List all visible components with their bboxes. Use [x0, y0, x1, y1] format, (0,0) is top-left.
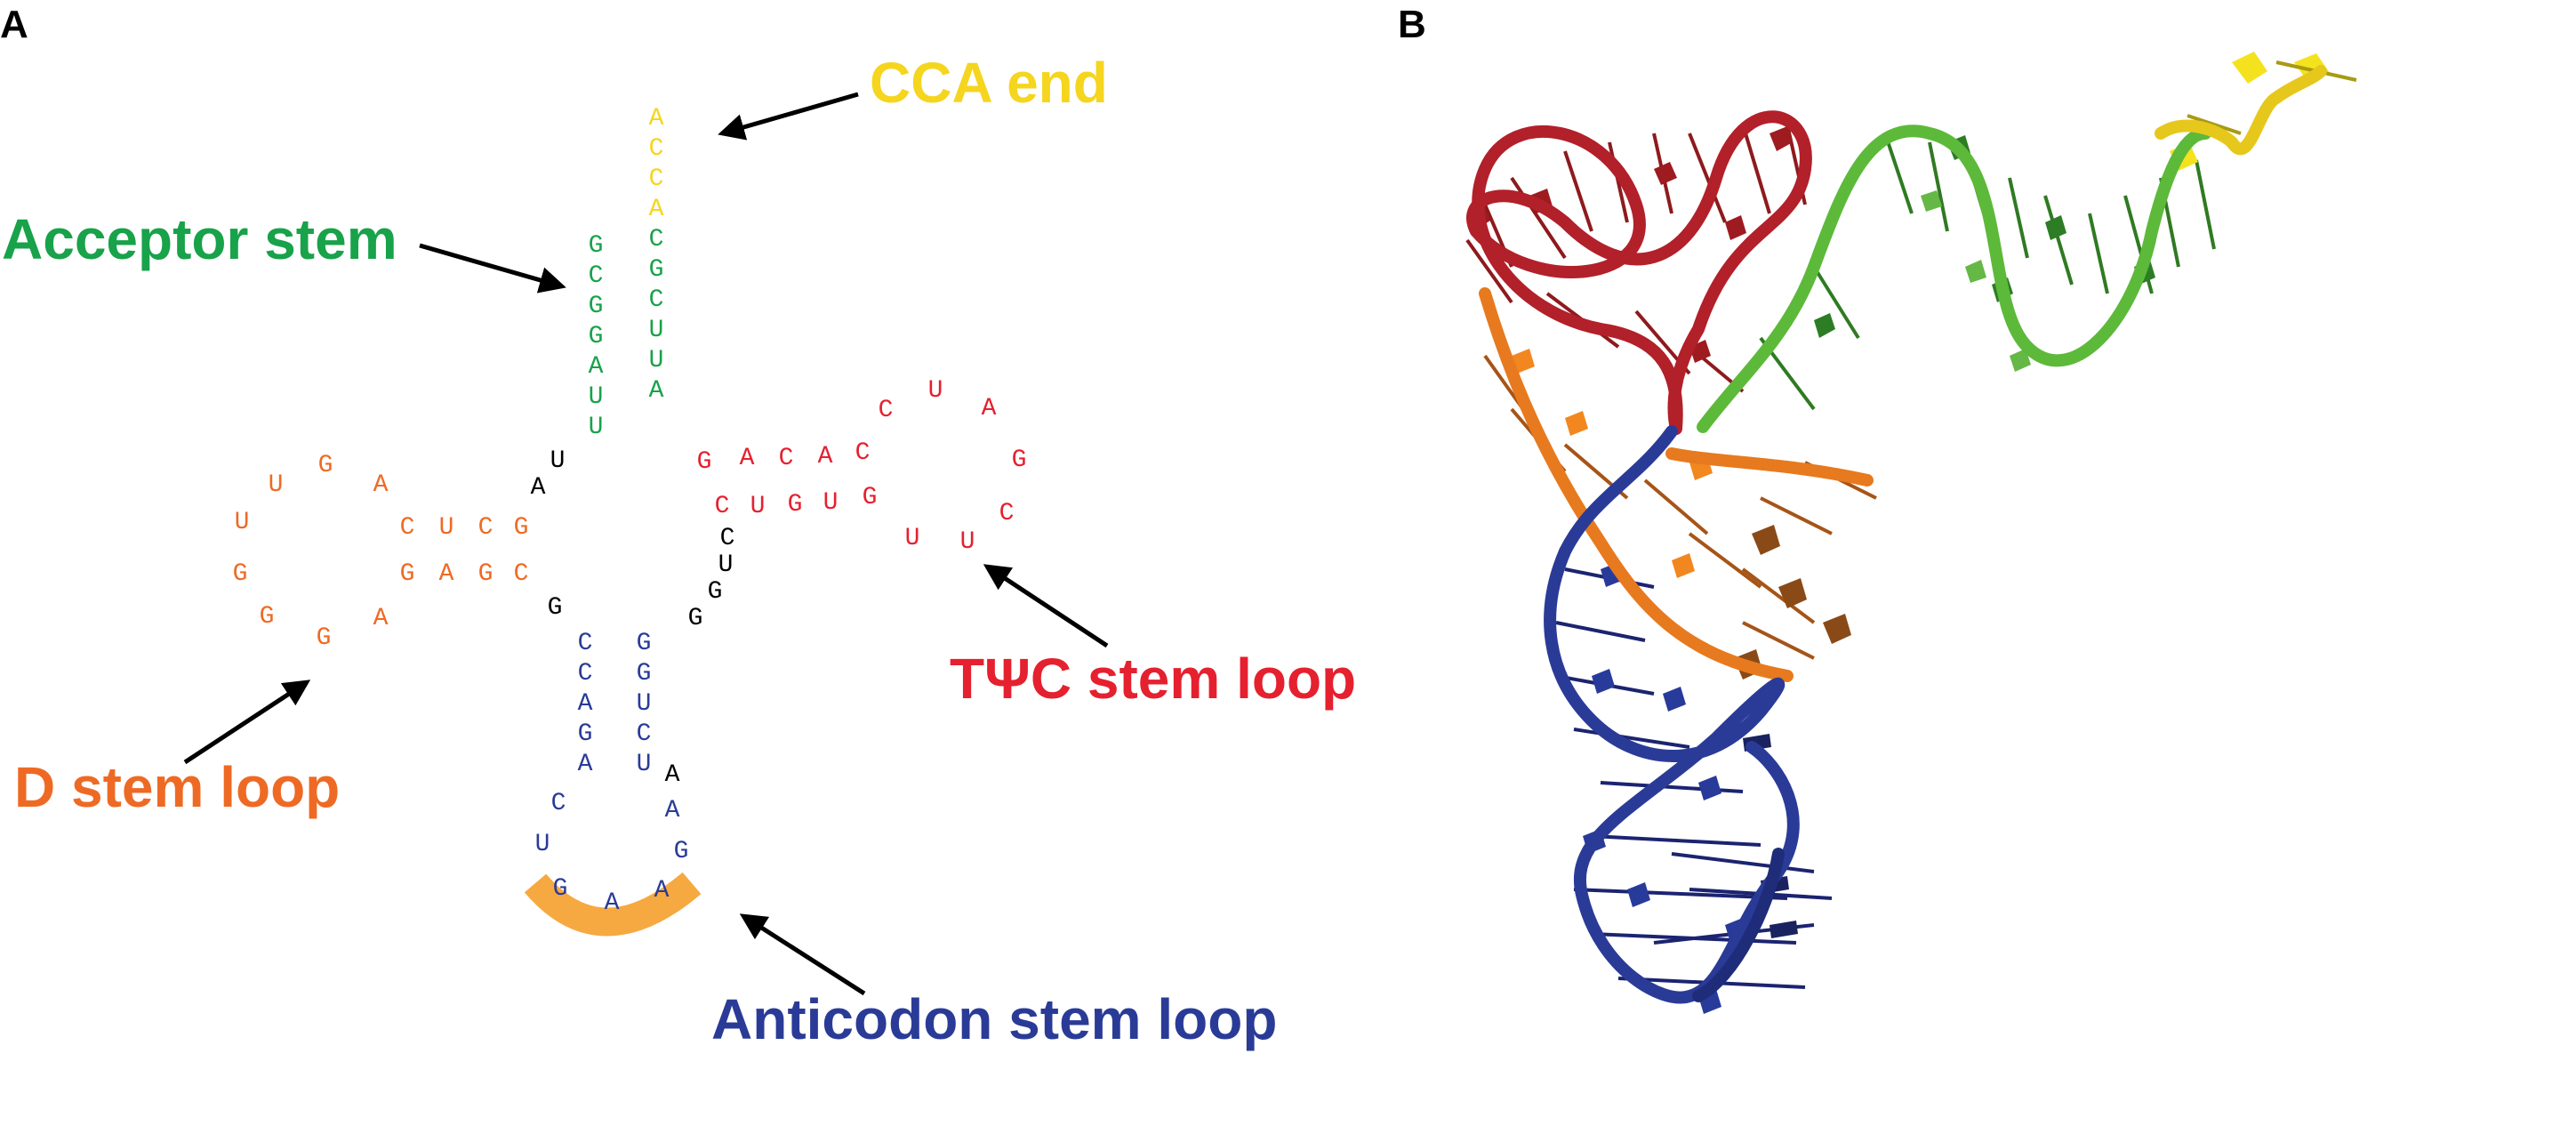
- nucleotide-acceptor-3prime-0: C: [649, 226, 664, 253]
- nucleotide-anticodon-1: A: [605, 889, 620, 917]
- nucleotide-d-stem-bottom-2: G: [478, 560, 494, 588]
- panel-a-label: A: [0, 3, 28, 46]
- nucleotide-tpsic-loop-1: U: [928, 377, 943, 405]
- nucleotide-acceptor-5prime-1: C: [589, 262, 604, 290]
- nucleotide-anticodon-loop-left-0: C: [551, 790, 566, 817]
- nucleotide-variable-loop-3: U: [718, 551, 734, 579]
- nucleotide-tpsic-loop-6: U: [905, 525, 920, 552]
- nucleotide-anticodon-stem-5prime-2: A: [578, 690, 593, 718]
- tpsic-stem-loop-label: TΨC stem loop: [950, 647, 1356, 711]
- cca-arrow: [718, 92, 859, 141]
- nucleotide-tpsic-stem-top-3: A: [818, 443, 833, 470]
- nucleotide-d-loop-3: U: [235, 509, 250, 536]
- nucleotide-acceptor-5prime-0: G: [589, 232, 604, 260]
- nucleotide-d-loop-7: A: [373, 605, 389, 632]
- nucleotide-variable-loop-0: A: [665, 761, 680, 789]
- nucleotide-tpsic-stem-top-4: C: [855, 439, 871, 467]
- nucleotide-d-stem-bottom-0: G: [400, 560, 415, 588]
- nucleotide-variable-loop-2: G: [708, 578, 723, 606]
- nucleotide-d-loop-2: A: [373, 471, 389, 499]
- nucleotide-tpsic-loop-2: A: [982, 395, 997, 422]
- nucleotide-tpsic-loop-0: C: [879, 397, 894, 424]
- nucleotide-tpsic-stem-bottom-2: G: [788, 491, 803, 519]
- nucleotide-acceptor-3prime-5: A: [649, 377, 664, 405]
- nucleotide-anticodon-stem-3prime-4: U: [637, 751, 652, 778]
- nucleotide-tpsic-stem-bottom-0: C: [715, 493, 730, 520]
- nucleotide-anticodon-loop-right-0: G: [674, 838, 689, 865]
- nucleotide-d-loop-4: G: [233, 560, 248, 588]
- nucleotide-anticodon-stem-3prime-0: G: [637, 630, 652, 657]
- nucleotide-tpsic-stem-top-2: C: [779, 445, 794, 472]
- nucleotide-tpsic-loop-4: C: [999, 500, 1015, 527]
- nucleotide-anticodon-stem-3prime-1: G: [637, 660, 652, 688]
- nucleotide-anticodon-2: A: [654, 877, 670, 905]
- nucleotide-acceptor-3prime-4: U: [649, 347, 664, 374]
- nucleotide-tpsic-loop-3: G: [1012, 446, 1027, 474]
- nucleotide-tpsic-loop-5: U: [960, 528, 975, 556]
- acceptor-arrow: [419, 243, 566, 294]
- cca-end-label: CCA end: [870, 51, 1108, 115]
- dloop-arrow: [183, 680, 311, 765]
- anticodon-highlight: [524, 872, 702, 937]
- nucleotide-tpsic-stem-top-1: A: [740, 445, 755, 472]
- nucleotide-tpsic-stem-bottom-1: U: [750, 493, 766, 520]
- nucleotide-tpsic-stem-top-0: G: [697, 448, 712, 476]
- nucleotide-anticodon-stem-5prime-3: G: [578, 720, 593, 748]
- nucleotide-cca-end-0: A: [649, 105, 664, 133]
- nucleotide-variable-loop-1: G: [688, 605, 703, 632]
- d-stem-loop-label: D stem loop: [14, 755, 340, 819]
- nucleotide-acceptor-5prime-4: A: [589, 353, 604, 381]
- nucleotide-acceptor-3prime-1: G: [649, 256, 664, 284]
- nucleotide-d-stem-top-0: C: [400, 514, 415, 542]
- nucleotide-tpsic-stem-bottom-3: U: [823, 489, 839, 517]
- nucleotide-d-stem-top-2: C: [478, 514, 494, 542]
- nucleotide-acceptor-3prime-2: C: [649, 286, 664, 314]
- acceptor-stem-label: Acceptor stem: [2, 207, 397, 271]
- nucleotide-anticodon-stem-3prime-3: C: [637, 720, 652, 748]
- nucleotide-anticodon-stem-5prime-4: A: [578, 751, 593, 778]
- nucleotide-acceptor-5prime-5: U: [589, 383, 604, 411]
- anticodon-arrow: [739, 913, 866, 996]
- anticodon-stem-loop-label: Anticodon stem loop: [711, 987, 1277, 1051]
- nucleotide-tpsic-stem-bottom-4: G: [863, 484, 878, 511]
- panel-b-label: B: [1398, 3, 1426, 46]
- nucleotide-anticodon-loop-right-1: A: [665, 797, 680, 824]
- nucleotide-anticodon-stem-5prime-0: C: [578, 630, 593, 657]
- nucleotide-d-loop-1: G: [318, 452, 333, 479]
- nucleotide-d-stem-bottom-3: C: [514, 560, 529, 588]
- tpsic-arrow: [983, 564, 1109, 648]
- nucleotide-anticodon-stem-5prime-1: C: [578, 660, 593, 688]
- nucleotide-acceptor-5prime-6: U: [589, 414, 604, 441]
- nucleotide-acceptor-3prime-3: U: [649, 317, 664, 344]
- nucleotide-linker-8-9-0: U: [550, 447, 566, 475]
- nucleotide-d-stem-top-3: G: [514, 514, 529, 542]
- nucleotide-d-stem-top-1: U: [439, 514, 454, 542]
- nucleotide-anticodon-stem-3prime-2: U: [637, 690, 652, 718]
- nucleotide-acceptor-5prime-2: G: [589, 293, 604, 320]
- nucleotide-linker-26-0: G: [548, 594, 563, 622]
- nucleotide-d-loop-5: G: [260, 603, 275, 631]
- nucleotide-cca-end-3: A: [649, 196, 664, 223]
- trna-3d-structure: [1465, 52, 2357, 1014]
- nucleotide-d-stem-bottom-1: A: [439, 560, 454, 588]
- nucleotide-linker-8-9-1: A: [531, 474, 546, 502]
- nucleotide-acceptor-5prime-3: G: [589, 323, 604, 350]
- nucleotide-d-loop-0: U: [269, 471, 284, 499]
- nucleotide-cca-end-1: C: [649, 135, 664, 163]
- backbone-ribbon: [1466, 65, 2327, 1004]
- nucleotide-variable-loop-4: C: [720, 525, 735, 552]
- nucleotide-anticodon-0: G: [553, 875, 568, 903]
- nucleotide-cca-end-2: C: [649, 165, 664, 193]
- nucleotide-d-loop-6: G: [317, 624, 332, 652]
- nucleotide-anticodon-loop-left-1: U: [535, 831, 550, 858]
